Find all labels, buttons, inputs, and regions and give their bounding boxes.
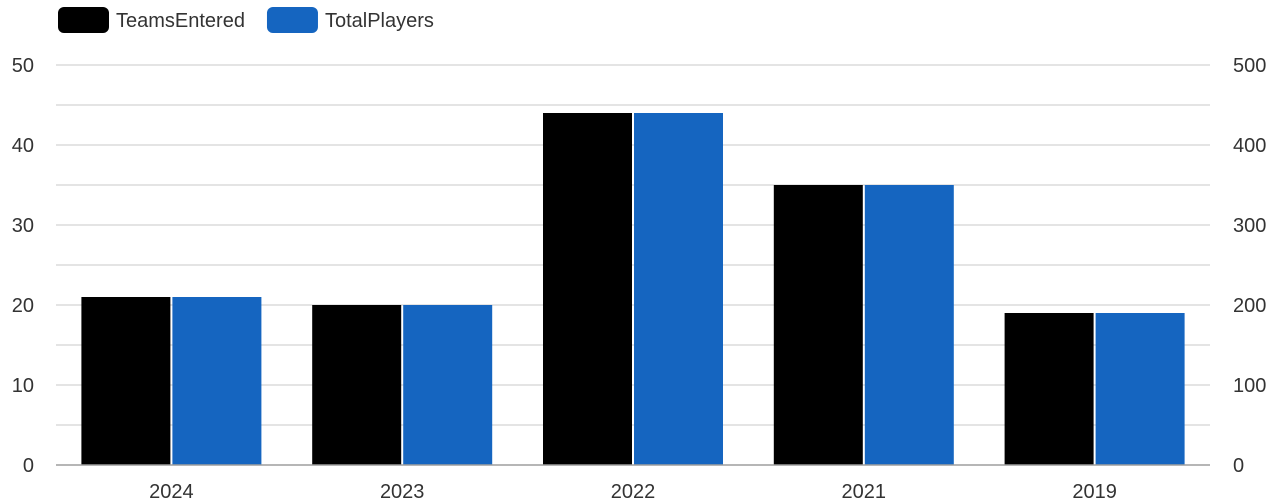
legend-label: TeamsEntered [116,10,245,32]
legend-swatch [266,7,318,33]
x-axis: 2024 2023 2022 2021 2019 [56,464,1210,503]
bar-TeamsEntered-2019[interactable] [1004,313,1094,465]
right-axis-tick-label: 300 [1233,215,1266,237]
bar-TotalPlayers-2022[interactable] [634,113,723,465]
bars [81,113,1185,465]
right-axis-tick-label: 0 [1233,455,1244,477]
bar-TotalPlayers-2019[interactable] [1095,313,1185,465]
bar-TeamsEntered-2022[interactable] [543,113,632,465]
right-axis-tick-label: 200 [1233,295,1266,317]
left-axis-tick-label: 0 [23,455,34,477]
right-axis-tick-label: 500 [1233,55,1266,77]
left-y-axis: 0 10 20 30 40 50 [12,55,34,477]
x-axis-tick-label: 2023 [380,481,425,503]
legend-item-TotalPlayers[interactable]: TotalPlayers [266,7,434,33]
x-axis-tick-label: 2022 [611,481,656,503]
bar-TeamsEntered-2024[interactable] [81,297,171,465]
bar-TotalPlayers-2021[interactable] [864,185,954,465]
x-axis-tick-label: 2021 [842,481,887,503]
right-axis-tick-label: 100 [1233,375,1266,397]
bar-TotalPlayers-2024[interactable] [172,297,262,465]
x-axis-tick-label: 2024 [149,481,194,503]
left-axis-tick-label: 40 [12,135,34,157]
left-axis-tick-label: 20 [12,295,34,317]
legend: TeamsEntered TotalPlayers [58,7,434,33]
bar-TeamsEntered-2023[interactable] [312,305,402,465]
legend-label: TotalPlayers [325,10,434,32]
legend-swatch [58,7,109,33]
left-axis-tick-label: 10 [12,375,34,397]
left-axis-tick-label: 30 [12,215,34,237]
bar-TotalPlayers-2023[interactable] [403,305,493,465]
bar-TeamsEntered-2021[interactable] [773,185,863,465]
legend-item-TeamsEntered[interactable]: TeamsEntered [58,7,245,33]
left-axis-tick-label: 50 [12,55,34,77]
right-axis-tick-label: 400 [1233,135,1266,157]
x-axis-tick-label: 2019 [1072,481,1117,503]
right-y-axis: 0 100 200 300 400 500 [1233,55,1266,477]
